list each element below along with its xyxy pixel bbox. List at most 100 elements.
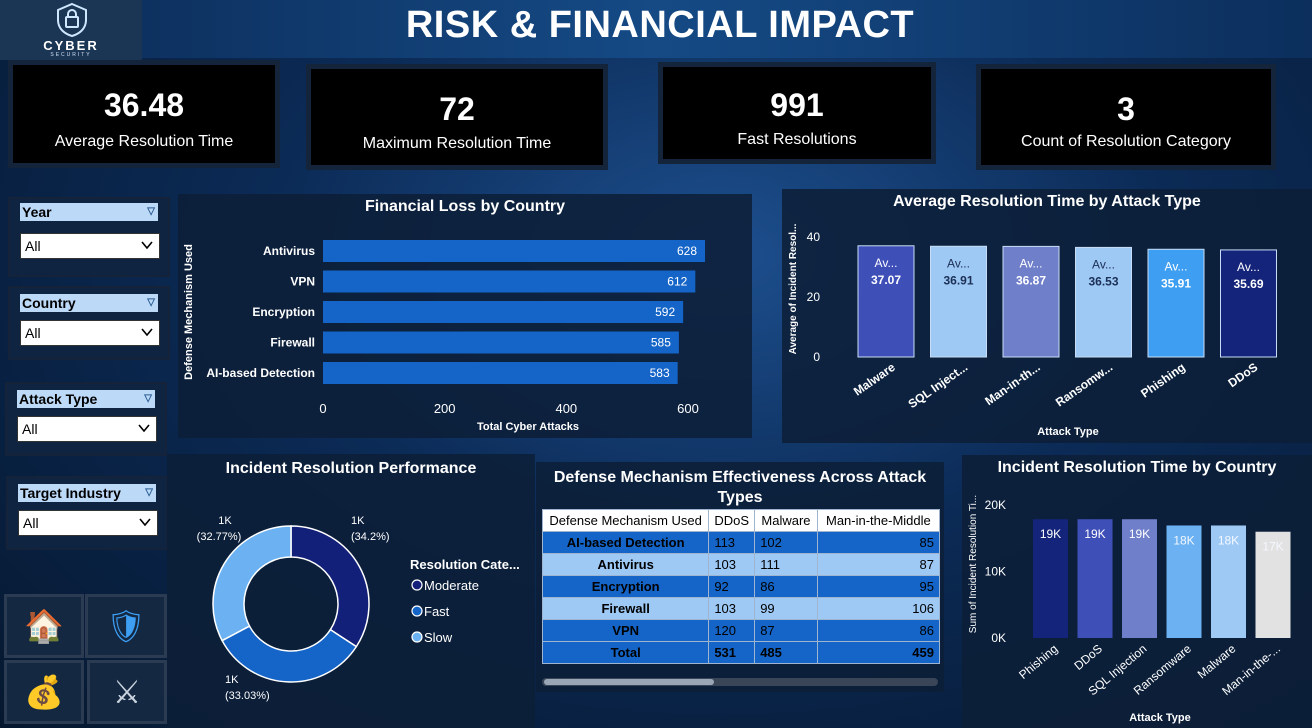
kpi-label: Fast Resolutions xyxy=(737,131,857,148)
data-label: 628 xyxy=(677,244,697,258)
chart-title: Incident Resolution Performance xyxy=(225,460,477,477)
column-header[interactable]: Defense Mechanism Used xyxy=(542,509,710,532)
table-row[interactable]: Encryption 92 86 95 xyxy=(542,575,940,598)
bar xyxy=(1122,519,1157,638)
defense-effectiveness-panel: Defense Mechanism Effectiveness Across A… xyxy=(536,462,944,692)
nav-home-button[interactable]: 🏠 xyxy=(4,594,84,658)
category-label: SQL Inject... xyxy=(906,360,971,411)
x-axis-label: Attack Type xyxy=(1129,712,1191,724)
slicer-attack-type: Attack Type ▽ All xyxy=(5,382,167,456)
x-tick-label: 0 xyxy=(319,401,326,416)
chevron-down-icon xyxy=(141,328,153,337)
data-label: 35.69 xyxy=(1233,277,1263,291)
header-bar xyxy=(0,0,1312,58)
bar xyxy=(1033,519,1068,638)
slice-value-label: 1K xyxy=(218,515,232,527)
data-label: 37.07 xyxy=(871,273,901,287)
column-header[interactable]: Malware xyxy=(754,509,818,532)
table-cell: 102 xyxy=(754,531,818,554)
y-axis-label: Average of Incident Resol... xyxy=(788,223,799,354)
data-label-prefix: Av... xyxy=(875,256,898,270)
data-label: 592 xyxy=(655,305,675,319)
kpi-value: 991 xyxy=(770,87,824,123)
page-title: RISK & FINANCIAL IMPACT xyxy=(405,4,915,46)
logo-subtext: SECURITY xyxy=(50,52,92,58)
table-cell: 103 xyxy=(708,553,756,576)
category-label: Firewall xyxy=(270,336,315,350)
kpi-label: Maximum Resolution Time xyxy=(362,135,552,152)
slicer-title: Attack Type ▽ xyxy=(17,390,155,408)
horizontal-scrollbar[interactable] xyxy=(542,678,938,686)
table-header-row: Defense Mechanism Used DDoS Malware Man-… xyxy=(542,509,940,532)
kpi-card-avg-resolution: 36.48 Average Resolution Time xyxy=(8,60,280,168)
x-tick-label: 600 xyxy=(677,401,699,416)
data-label: 612 xyxy=(667,275,687,289)
x-axis-label: Attack Type xyxy=(1037,426,1099,438)
resolution-performance-donut: 1K (34.2%) 1K (33.03%) 1K (32.77%) Resolution … xyxy=(197,515,520,702)
slice-percent-label: (34.2%) xyxy=(351,531,390,543)
kpi-value: 36.48 xyxy=(103,87,185,123)
home-icon: 🏠 xyxy=(24,608,64,644)
y-axis-label: Sum of Incident Resolution Ti... xyxy=(968,495,979,633)
table-cell: 111 xyxy=(754,553,818,576)
data-label: 583 xyxy=(650,366,670,380)
legend-label: Fast xyxy=(424,604,450,619)
country-dropdown[interactable]: All xyxy=(20,320,160,346)
slicer-target-industry: Target Industry ▽ All xyxy=(6,476,168,550)
table-row[interactable]: Firewall 103 99 106 xyxy=(542,597,940,620)
column-header[interactable]: Man-in-the-Middle xyxy=(816,509,940,532)
table-viewport: Defense Mechanism Used DDoS Malware Man-… xyxy=(542,509,940,677)
data-label: 19K xyxy=(1129,527,1150,541)
data-label: 36.91 xyxy=(943,273,973,287)
logo xyxy=(0,0,142,60)
data-label: 36.53 xyxy=(1088,274,1118,288)
category-label: Phishing xyxy=(1016,642,1060,682)
table-total-row[interactable]: Total 531 485 459 xyxy=(542,641,940,664)
data-label: 36.87 xyxy=(1016,273,1046,287)
target-industry-dropdown[interactable]: All xyxy=(18,510,158,536)
bar xyxy=(323,270,696,293)
slice-value-label: 1K xyxy=(225,674,239,686)
y-tick-label: 20 xyxy=(807,290,821,304)
logo-text: CYBER xyxy=(43,38,99,53)
table-cell: 92 xyxy=(708,575,756,598)
bar xyxy=(1077,519,1113,638)
table-row[interactable]: AI-based Detection 113 102 85 xyxy=(542,531,940,554)
y-tick-label: 10K xyxy=(985,565,1006,579)
bar xyxy=(1211,525,1246,638)
table-row[interactable]: VPN 120 87 86 xyxy=(542,619,940,642)
category-label: Encryption xyxy=(252,305,315,319)
y-axis-label: Defense Mechanism Used xyxy=(183,244,195,380)
x-tick-label: 200 xyxy=(434,401,456,416)
row-label-cell: Encryption xyxy=(542,575,710,598)
table-cell: 99 xyxy=(754,597,818,620)
bar xyxy=(1075,246,1132,358)
kpi-card-fast-resolutions: 991 Fast Resolutions xyxy=(658,62,936,164)
nav-financial-button[interactable]: 💰 xyxy=(4,660,84,724)
nav-security-button[interactable]: 🛡 xyxy=(85,594,167,658)
table-cell: 459 xyxy=(816,641,940,664)
kpi-card-max-resolution: 72 Maximum Resolution Time xyxy=(306,64,608,170)
shield-icon: 🛡 xyxy=(105,608,147,644)
nav-attacks-button[interactable]: ⚔ xyxy=(87,660,167,724)
data-label: 35.91 xyxy=(1161,276,1191,290)
bar xyxy=(1220,249,1277,358)
bar xyxy=(1002,245,1060,358)
slice-percent-label: (33.03%) xyxy=(225,690,270,702)
scrollbar-thumb[interactable] xyxy=(544,679,714,685)
table-row[interactable]: Antivirus 103 111 87 xyxy=(542,553,940,576)
table-cell: 87 xyxy=(754,619,818,642)
attack-type-dropdown[interactable]: All xyxy=(17,416,157,442)
slicer-title: Year ▽ xyxy=(20,203,158,221)
legend-label: Moderate xyxy=(424,578,479,593)
financial-loss-chart: Antivirus 628 VPN 612 Encryption 592 Firewall 5… xyxy=(183,240,706,433)
chart-title: Average Resolution Time by Attack Type xyxy=(893,193,1201,210)
year-dropdown[interactable]: All xyxy=(20,233,160,259)
table-cell: 120 xyxy=(708,619,756,642)
data-label: 19K xyxy=(1040,527,1061,541)
avg-resolution-chart-panel: Average Resolution Time by Attack Type 0… xyxy=(782,189,1312,443)
row-label-cell: AI-based Detection xyxy=(542,531,710,554)
resolution-time-country-panel: Incident Resolution Time by Country 0K 10… xyxy=(962,455,1312,728)
legend-marker xyxy=(411,605,423,617)
column-header[interactable]: DDoS xyxy=(708,509,756,532)
